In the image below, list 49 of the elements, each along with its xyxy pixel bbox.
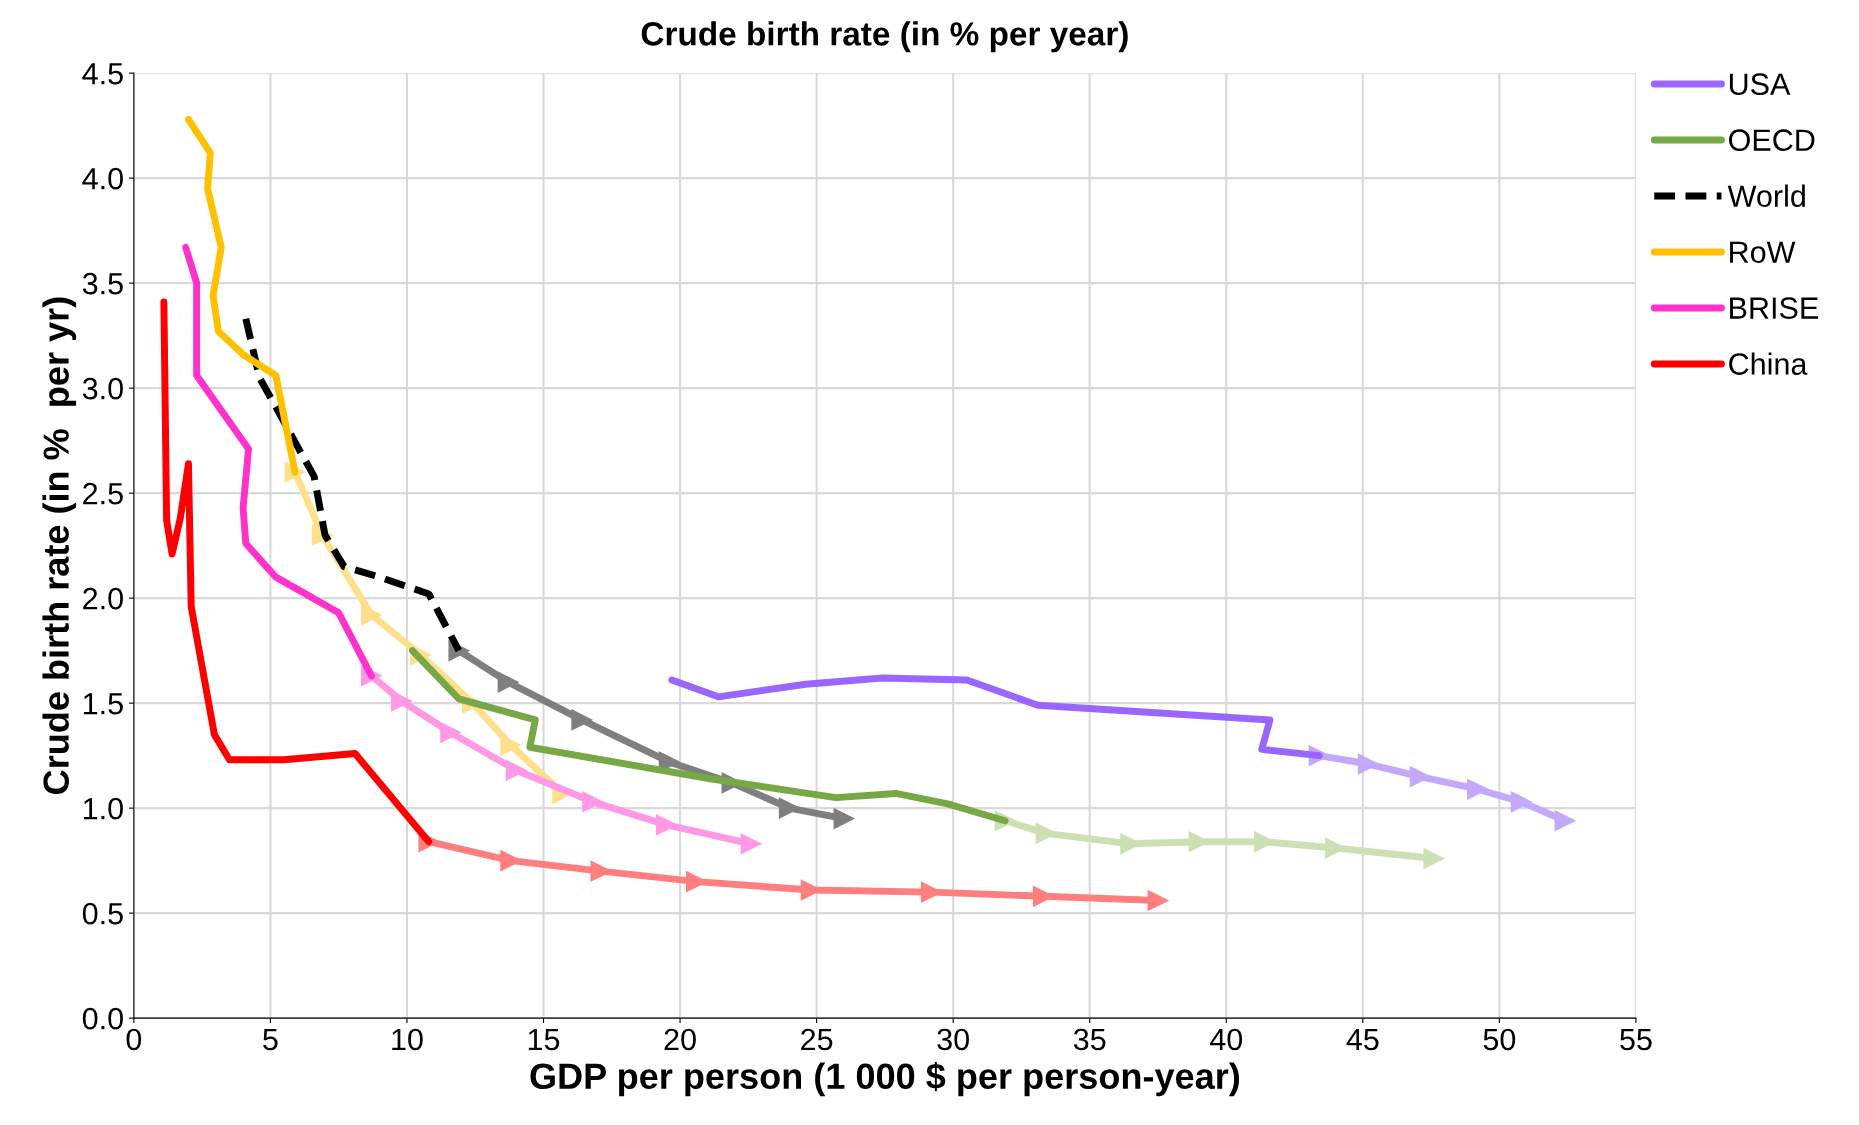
point xyxy=(1510,791,1532,813)
y-tick-label: 3.5 xyxy=(82,272,123,295)
y-tick-label: 0.0 xyxy=(82,1007,123,1030)
x-tick-label: 40 xyxy=(1209,1028,1243,1051)
point xyxy=(1409,766,1431,788)
legend-label: China xyxy=(1729,352,1808,375)
point xyxy=(440,722,462,743)
x-tick-label: 5 xyxy=(263,1028,278,1051)
x-tick-label: 35 xyxy=(1073,1028,1106,1051)
point xyxy=(1147,890,1169,911)
y-tick-label: 4.0 xyxy=(82,167,123,190)
point xyxy=(497,671,519,693)
x-tick-label: 10 xyxy=(392,1028,423,1051)
y-tick-label: 2.0 xyxy=(83,587,123,610)
point xyxy=(1467,778,1488,800)
x-tick-label: 50 xyxy=(1483,1028,1516,1051)
x-tick-label: 15 xyxy=(528,1028,560,1051)
x-axis-title: GDP per person (1 000 $ per person-year) xyxy=(530,1061,1240,1097)
y-tick-label: 0.5 xyxy=(82,902,123,925)
y-tick-label: 1.5 xyxy=(83,693,123,715)
x-tick-label: 25 xyxy=(801,1028,833,1051)
x-tick-label: 20 xyxy=(664,1028,696,1051)
legend-label: OECD xyxy=(1729,129,1815,151)
point xyxy=(361,604,382,626)
y-axis-title: Crude birth rate (in % per yr) xyxy=(42,297,77,794)
x-tick-label: 55 xyxy=(1620,1028,1652,1051)
chart-title: Crude birth rate (in % per year) xyxy=(641,21,1128,53)
legend-label: BRISE xyxy=(1730,297,1818,319)
point xyxy=(582,791,604,813)
point xyxy=(778,797,800,819)
point xyxy=(391,690,412,712)
legend-label: World xyxy=(1727,184,1805,207)
point xyxy=(1423,848,1445,869)
point xyxy=(655,814,677,836)
point xyxy=(833,808,855,830)
point xyxy=(1554,810,1576,832)
x-tick-label: 0 xyxy=(126,1028,142,1051)
x-tick-label: 30 xyxy=(937,1028,969,1051)
y-tick-label: 2.5 xyxy=(83,482,123,505)
legend-label: USA xyxy=(1729,73,1791,95)
legend-label: RoW xyxy=(1730,241,1796,263)
y-tick-label: 3.0 xyxy=(82,377,123,400)
point xyxy=(740,833,762,855)
point xyxy=(571,709,593,731)
y-tick-label: 4.5 xyxy=(82,63,123,85)
y-tick-label: 1.0 xyxy=(83,797,123,820)
point xyxy=(505,759,527,781)
x-tick-label: 45 xyxy=(1346,1028,1379,1051)
point xyxy=(1357,753,1379,775)
